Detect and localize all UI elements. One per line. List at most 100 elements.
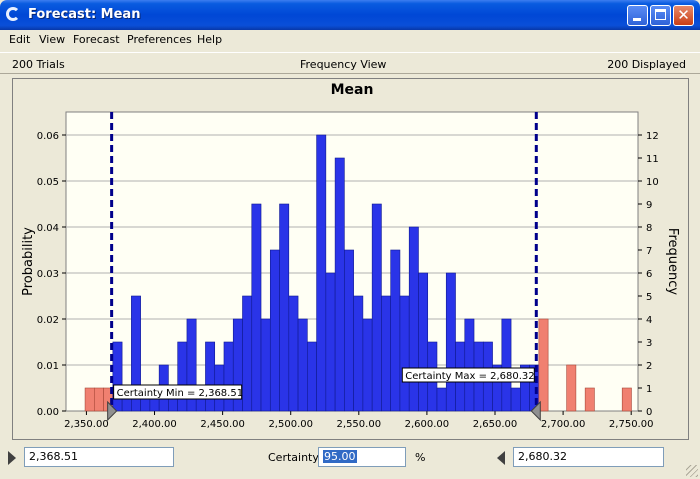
certainty-value: 95.00 xyxy=(323,450,357,463)
view-label: Frequency View xyxy=(300,58,387,71)
histogram-bar xyxy=(566,364,577,412)
histogram-bar xyxy=(131,295,141,412)
minimize-icon xyxy=(633,18,641,21)
histogram-bar xyxy=(418,272,429,412)
x-tick-label: 2,500.00 xyxy=(268,419,313,430)
histogram-bar xyxy=(112,341,123,412)
histogram-bar xyxy=(223,341,234,412)
app-icon xyxy=(6,7,20,21)
histogram-bar xyxy=(260,318,271,412)
histogram-bar xyxy=(408,226,419,412)
y2-tick-label: 8 xyxy=(646,223,652,234)
y2-tick-label: 0 xyxy=(646,407,652,418)
y2-tick-label: 1 xyxy=(646,384,652,395)
histogram-bar xyxy=(390,249,401,412)
certainty-max-label-box xyxy=(401,367,535,383)
info-bar: 200 Trials Frequency View 200 Displayed xyxy=(0,52,700,74)
chart-panel: Mean 0.00 0.01 0.02 0.03 0.04 0.05 0.06 0 1 2 3 4 5 6 7… xyxy=(12,78,689,440)
histogram-bar xyxy=(205,341,216,412)
histogram-bar xyxy=(251,203,262,412)
certainty-min-label-box xyxy=(113,384,243,400)
close-icon: ✕ xyxy=(677,6,690,24)
window-title: Forecast: Mean xyxy=(28,7,141,22)
histogram-bar xyxy=(177,341,188,412)
menu-edit[interactable]: Edit xyxy=(9,33,31,46)
certainty-label: Certainty: xyxy=(268,451,322,464)
x-tick-label: 2,350.00 xyxy=(64,419,109,430)
histogram-bar xyxy=(353,295,364,412)
certainty-min-grabber-icon xyxy=(107,400,118,422)
menu-forecast[interactable]: Forecast xyxy=(73,33,120,46)
histogram-bar xyxy=(538,318,549,412)
menu-help[interactable]: Help xyxy=(197,33,223,46)
certainty-bar: 2,368.51 Certainty: 95.00 % 2,680.32 xyxy=(0,443,700,479)
histogram-bar xyxy=(445,272,456,412)
y2-tick-label: 9 xyxy=(646,200,652,211)
trials-count: 200 Trials xyxy=(12,58,65,71)
certainty-input[interactable]: 95.00 xyxy=(318,447,406,467)
y-tick-label: 0.03 xyxy=(37,269,59,280)
y-tick-label: 0.01 xyxy=(37,361,59,372)
x-tick-label: 2,450.00 xyxy=(200,419,245,430)
y2-tick-label: 11 xyxy=(646,154,659,165)
histogram-bar xyxy=(371,203,382,412)
histogram-bar xyxy=(84,387,95,412)
histogram-bar xyxy=(584,387,595,412)
maximize-icon xyxy=(655,9,666,20)
percent-label: % xyxy=(415,451,426,464)
histogram-bar xyxy=(334,157,345,412)
y-tick-label: 0.00 xyxy=(37,407,59,418)
histogram-bar xyxy=(464,318,475,412)
x-tick-label: 2,700.00 xyxy=(541,419,586,430)
histogram-bar xyxy=(242,295,253,412)
histogram-bar xyxy=(297,318,308,412)
histogram-bar xyxy=(307,341,317,412)
certainty-min-input[interactable]: 2,368.51 xyxy=(24,447,174,467)
y2-tick-label: 3 xyxy=(646,338,652,349)
certainty-max-input[interactable]: 2,680.32 xyxy=(513,447,664,467)
y-axis-label: Probability xyxy=(21,227,36,296)
chart-title: Mean xyxy=(331,82,374,98)
x-tick-label: 2,750.00 xyxy=(609,419,654,430)
menu-preferences[interactable]: Preferences xyxy=(127,33,192,46)
max-grabber-icon[interactable] xyxy=(497,451,505,465)
y-tick-label: 0.06 xyxy=(37,131,59,142)
y2-tick-label: 4 xyxy=(646,315,652,326)
x-tick-label: 2,600.00 xyxy=(405,419,450,430)
y-tick-label: 0.02 xyxy=(37,315,59,326)
close-button[interactable]: ✕ xyxy=(673,5,694,26)
certainty-max-label: Certainty Max = 2,680.32 xyxy=(405,371,534,382)
minimize-button[interactable] xyxy=(627,5,648,26)
histogram-bar xyxy=(94,387,104,412)
y2-tick-label: 12 xyxy=(646,131,659,142)
certainty-max-grabber-icon xyxy=(530,400,541,422)
histogram-bar xyxy=(288,295,299,412)
maximize-button[interactable] xyxy=(650,5,671,26)
x-tick-label: 2,550.00 xyxy=(337,419,382,430)
title-bar: Forecast: Mean ✕ xyxy=(0,0,700,30)
y2-tick-label: 5 xyxy=(646,292,652,303)
histogram-bar xyxy=(510,387,521,412)
certainty-min-label: Certainty Min = 2,368.51 xyxy=(117,388,243,399)
menu-bar: Edit View Forecast Preferences Help xyxy=(0,30,700,50)
histogram-bar xyxy=(381,295,391,412)
y2-tick-label: 7 xyxy=(646,246,652,257)
y2-tick-label: 2 xyxy=(646,361,652,372)
histogram-bar xyxy=(621,387,632,412)
displayed-count: 200 Displayed xyxy=(607,58,686,71)
y-tick-label: 0.05 xyxy=(37,177,59,188)
menu-view[interactable]: View xyxy=(39,33,66,46)
y2-tick-label: 10 xyxy=(646,177,659,188)
histogram-bar xyxy=(316,134,327,412)
resize-grip-icon[interactable] xyxy=(686,465,698,477)
min-grabber-icon[interactable] xyxy=(8,451,16,465)
histogram-bar xyxy=(362,318,373,412)
histogram-bar xyxy=(344,249,354,412)
y2-tick-label: 6 xyxy=(646,269,652,280)
histogram-bar xyxy=(279,203,290,412)
x-tick-label: 2,400.00 xyxy=(132,419,177,430)
histogram-bar xyxy=(399,295,410,412)
histogram-bar xyxy=(436,387,447,412)
histogram-bar xyxy=(186,318,197,412)
histogram-bar xyxy=(325,272,336,412)
